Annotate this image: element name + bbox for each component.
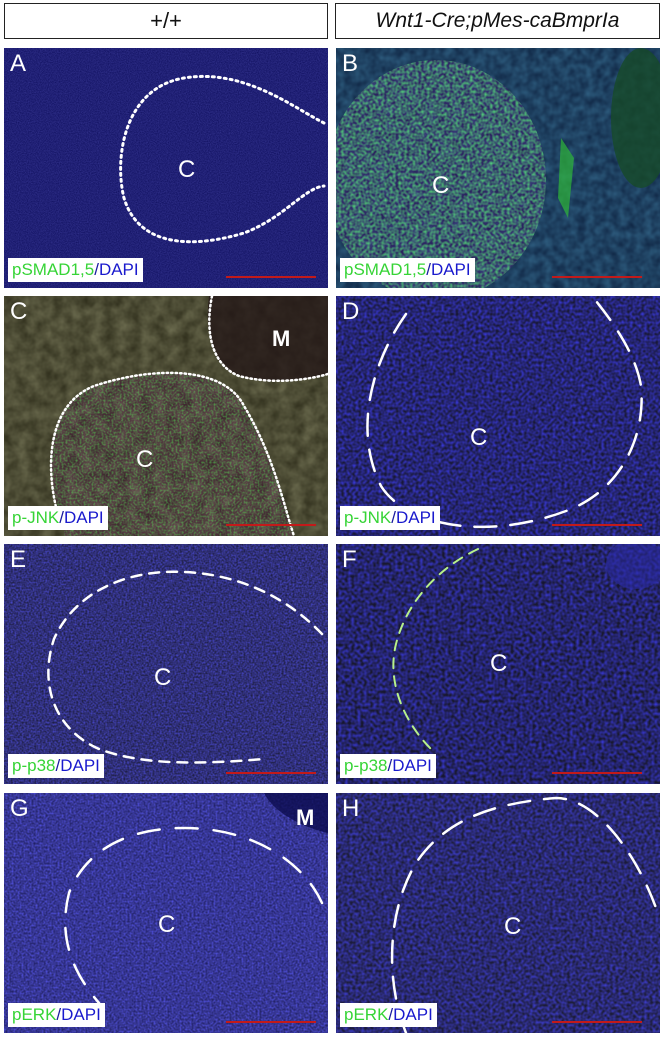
panel-d: D C p-JNK/DAPI [336,296,660,536]
panel-letter: F [342,546,357,573]
stain-counter: DAPI [395,508,436,527]
stain-label: p-p38/DAPI [8,754,104,778]
stain-separator: / [387,756,393,775]
stain-separator: / [94,260,99,279]
panel-f-micrograph [336,544,660,784]
cartilage-label: C [178,156,196,183]
stain-marker: pERK [12,1005,57,1024]
scale-bar [226,772,316,774]
stain-counter: DAPI [63,508,104,527]
panel-letter: D [342,298,360,325]
genotype-header-wildtype: +/+ [4,3,328,39]
stain-marker: pSMAD1,5 [12,260,95,279]
stain-label: pSMAD1,5/DAPI [340,258,475,282]
stain-separator: / [59,508,64,527]
scale-bar [226,1021,316,1023]
stain-counter: DAPI [393,1005,433,1024]
stain-counter: DAPI [430,260,471,279]
stain-counter: DAPI [98,260,139,279]
stain-marker: pSMAD1,5 [344,260,427,279]
meckel-label: M [296,805,315,830]
panel-b: B C pSMAD1,5/DAPI [336,48,660,288]
cartilage-label: C [154,664,172,691]
scale-bar [226,276,316,278]
panel-letter: A [10,50,27,77]
panel-e: E C p-p38/DAPI [4,544,328,784]
panel-c-micrograph [4,296,328,536]
stain-separator: / [388,1005,394,1024]
panel-c: C M C p-JNK/DAPI [4,296,328,536]
stain-label: pERK/DAPI [8,1003,105,1027]
panel-g-micrograph [4,793,328,1033]
panel-letter: B [342,50,359,77]
stain-label: p-JNK/DAPI [8,506,108,530]
panel-letter: E [10,546,27,573]
stain-counter: DAPI [61,1005,101,1024]
panel-e-micrograph [4,544,328,784]
stain-label: pERK/DAPI [340,1003,437,1027]
stain-separator: / [391,508,396,527]
panel-h: H C pERK/DAPI [336,793,660,1033]
stain-label: p-p38/DAPI [340,754,436,778]
stain-separator: / [426,260,431,279]
genotype-header-mutant: Wnt1-Cre;pMes-caBmprIa [335,3,660,39]
stain-marker: p-p38 [344,756,388,775]
scale-bar [552,276,642,278]
cartilage-label: C [136,446,154,473]
stain-marker: p-JNK [12,508,60,527]
scale-bar [552,772,642,774]
stain-separator: / [55,756,61,775]
panel-h-micrograph [336,793,660,1033]
cartilage-label: C [504,913,522,940]
stain-marker: p-JNK [344,508,392,527]
panel-d-micrograph [336,296,660,536]
scale-bar [552,1021,642,1023]
scale-bar [552,524,642,526]
cartilage-label: C [490,650,508,677]
stain-label: pSMAD1,5/DAPI [8,258,143,282]
scale-bar [226,524,316,526]
panel-g: G M C pERK/DAPI [4,793,328,1033]
stain-counter: DAPI [392,756,432,775]
panel-b-micrograph [336,48,660,288]
cartilage-label: C [432,172,450,199]
meckel-label: M [272,326,291,351]
panel-letter: C [10,298,28,325]
cartilage-label: C [158,911,176,938]
panel-letter: G [10,795,29,822]
stain-separator: / [56,1005,62,1024]
panel-letter: H [342,795,360,822]
panel-a: A C pSMAD1,5/DAPI [4,48,328,288]
stain-marker: pERK [344,1005,389,1024]
panel-f: F C p-p38/DAPI [336,544,660,784]
stain-counter: DAPI [60,756,100,775]
stain-label: p-JNK/DAPI [340,506,440,530]
cartilage-label: C [470,424,488,451]
panel-a-micrograph [4,48,328,288]
stain-marker: p-p38 [12,756,56,775]
